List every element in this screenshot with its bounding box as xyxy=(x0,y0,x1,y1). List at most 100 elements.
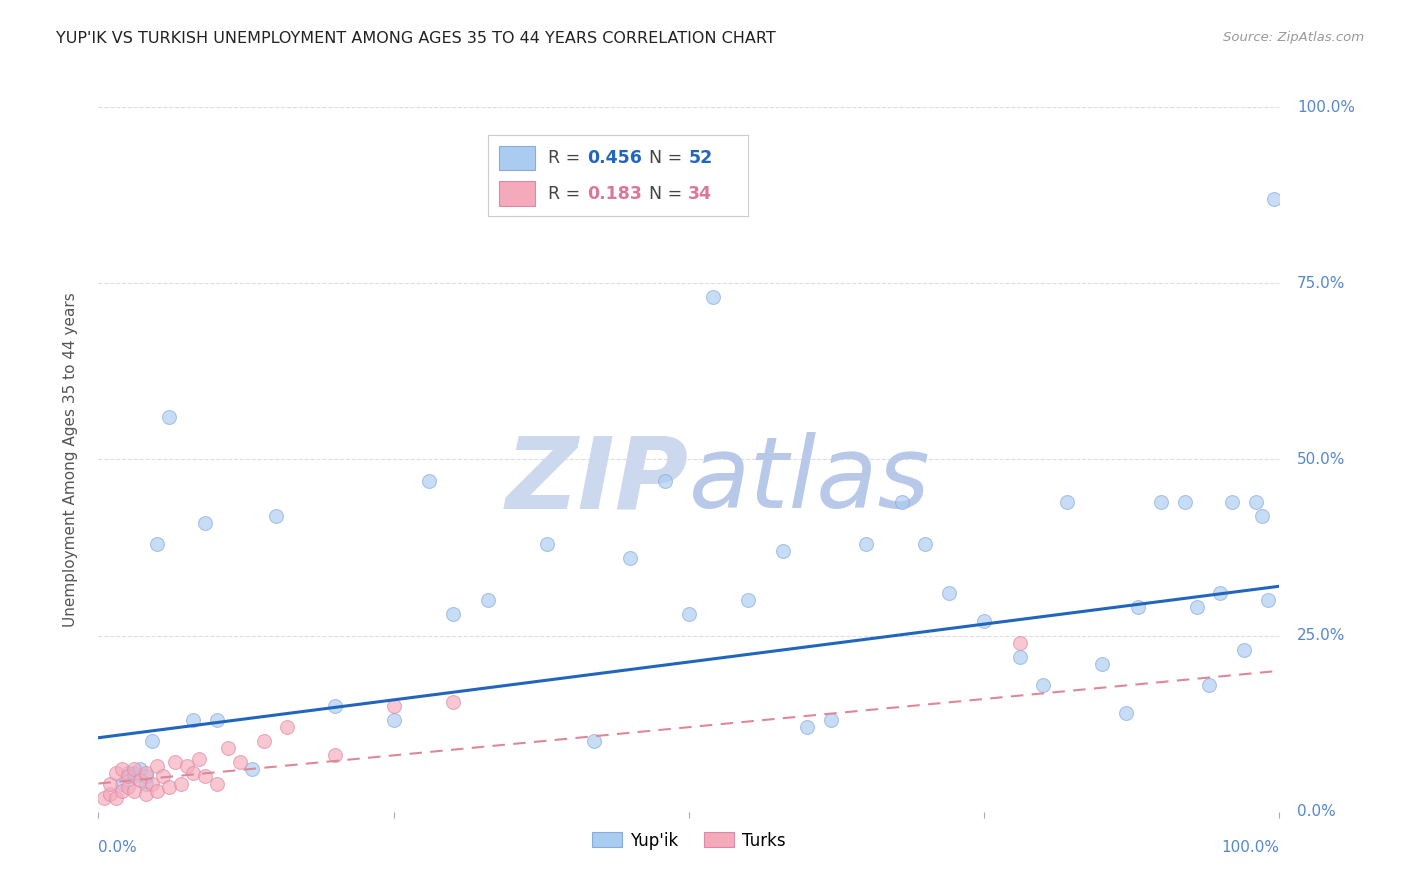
Point xyxy=(382,699,405,714)
Point xyxy=(176,759,198,773)
Point xyxy=(1126,600,1149,615)
Point xyxy=(240,763,263,777)
Y-axis label: Unemployment Among Ages 35 to 44 years: Unemployment Among Ages 35 to 44 years xyxy=(63,292,77,627)
Point xyxy=(1198,678,1220,692)
Point xyxy=(146,537,169,551)
Point xyxy=(111,783,134,797)
Point xyxy=(93,790,115,805)
Point xyxy=(1008,635,1031,649)
Point xyxy=(146,759,169,773)
Point xyxy=(1032,678,1054,692)
Text: 0.456: 0.456 xyxy=(586,149,641,167)
Point xyxy=(890,494,912,508)
Point xyxy=(1091,657,1114,671)
Point xyxy=(1115,706,1137,720)
Point xyxy=(98,787,121,801)
Point xyxy=(170,776,193,790)
Point xyxy=(117,769,139,784)
Point xyxy=(146,783,169,797)
Text: 52: 52 xyxy=(688,149,713,167)
Point xyxy=(229,756,252,770)
Text: 100.0%: 100.0% xyxy=(1298,100,1355,114)
Point xyxy=(141,776,163,790)
Point xyxy=(194,769,217,784)
Point xyxy=(117,780,139,794)
Point xyxy=(619,551,641,566)
Point xyxy=(135,766,157,780)
Point xyxy=(111,763,134,777)
Legend: Yup'ik, Turks: Yup'ik, Turks xyxy=(585,825,793,856)
Point xyxy=(135,769,157,784)
Point xyxy=(796,720,818,734)
Text: N =: N = xyxy=(650,185,688,202)
Point xyxy=(1233,642,1256,657)
Point xyxy=(477,593,499,607)
Point xyxy=(205,713,228,727)
Point xyxy=(914,537,936,551)
Point xyxy=(678,607,700,622)
Point xyxy=(323,699,346,714)
Point xyxy=(135,787,157,801)
FancyBboxPatch shape xyxy=(499,181,534,206)
Point xyxy=(973,615,995,629)
Point xyxy=(194,516,217,530)
Point xyxy=(165,756,187,770)
Point xyxy=(135,776,157,790)
Point xyxy=(141,734,163,748)
Point xyxy=(1220,494,1243,508)
Point xyxy=(1056,494,1078,508)
Point xyxy=(1185,600,1208,615)
Point xyxy=(187,752,209,766)
Point xyxy=(654,474,676,488)
Point xyxy=(122,769,145,784)
Point xyxy=(98,776,121,790)
Point xyxy=(276,720,298,734)
Text: 0.0%: 0.0% xyxy=(1298,805,1336,819)
Point xyxy=(128,763,150,777)
Point xyxy=(264,508,287,523)
Point xyxy=(122,783,145,797)
Point xyxy=(1174,494,1197,508)
Text: N =: N = xyxy=(650,149,688,167)
Point xyxy=(820,713,842,727)
Point xyxy=(1209,586,1232,600)
Point xyxy=(1244,494,1267,508)
Point xyxy=(737,593,759,607)
Text: 34: 34 xyxy=(688,185,713,202)
Point xyxy=(152,769,174,784)
Text: R =: R = xyxy=(548,185,586,202)
FancyBboxPatch shape xyxy=(499,145,534,170)
Point xyxy=(441,607,464,622)
Point xyxy=(938,586,960,600)
Text: R =: R = xyxy=(548,149,586,167)
Text: 0.183: 0.183 xyxy=(586,185,641,202)
Text: atlas: atlas xyxy=(689,432,931,529)
Point xyxy=(105,790,128,805)
Point xyxy=(157,410,180,425)
Point xyxy=(117,766,139,780)
Point xyxy=(772,544,794,558)
Point xyxy=(157,780,180,794)
Point xyxy=(1250,508,1272,523)
Text: Source: ZipAtlas.com: Source: ZipAtlas.com xyxy=(1223,31,1364,45)
Point xyxy=(105,766,128,780)
Point xyxy=(111,776,134,790)
Point xyxy=(441,696,464,710)
Point xyxy=(382,713,405,727)
Point xyxy=(418,474,440,488)
Text: 75.0%: 75.0% xyxy=(1298,276,1346,291)
Text: ZIP: ZIP xyxy=(506,432,689,529)
Point xyxy=(702,290,724,304)
Point xyxy=(128,772,150,787)
Text: 0.0%: 0.0% xyxy=(98,840,138,855)
Point xyxy=(1150,494,1173,508)
Point xyxy=(1008,649,1031,664)
Text: 25.0%: 25.0% xyxy=(1298,628,1346,643)
Point xyxy=(1263,192,1285,206)
Point xyxy=(181,766,204,780)
Point xyxy=(323,748,346,763)
Text: 100.0%: 100.0% xyxy=(1222,840,1279,855)
Point xyxy=(181,713,204,727)
Point xyxy=(253,734,276,748)
Point xyxy=(536,537,558,551)
